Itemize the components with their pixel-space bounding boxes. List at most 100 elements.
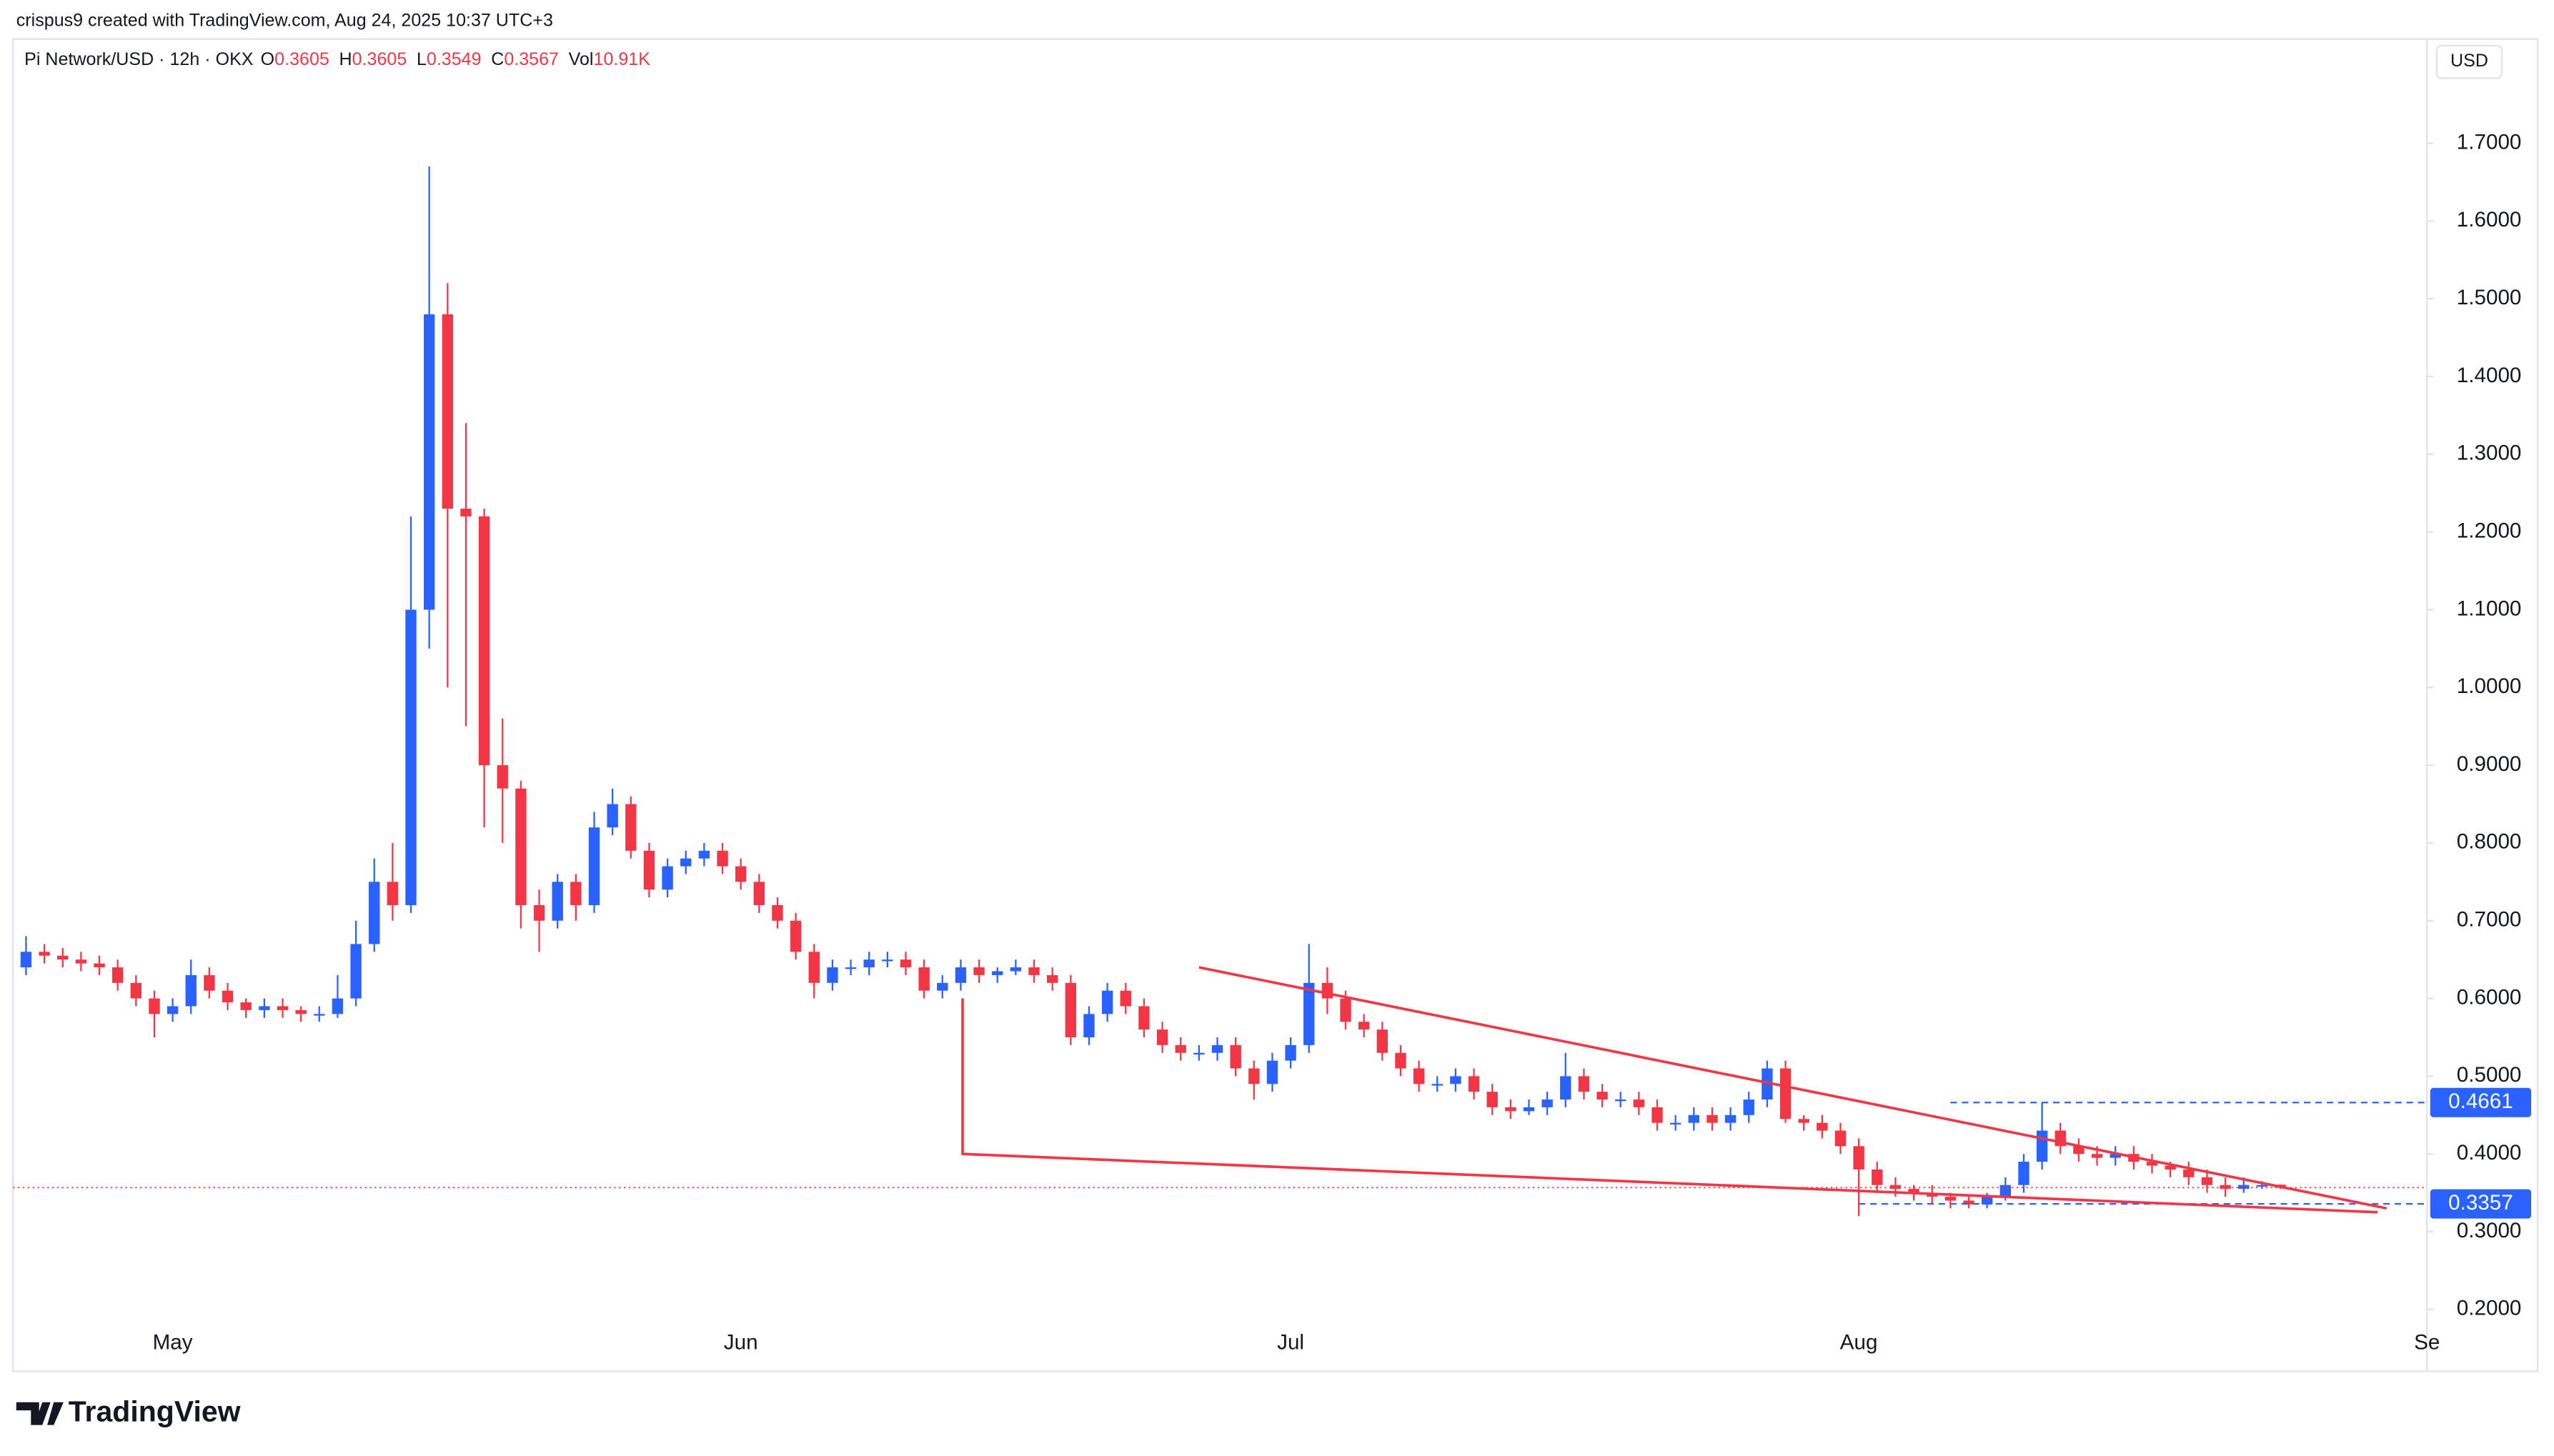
- candle-body: [1266, 1060, 1278, 1084]
- ohlc-key: Vol: [569, 49, 594, 69]
- candle-body: [735, 866, 747, 882]
- candle-body: [1138, 1006, 1150, 1030]
- y-tick-label: 1.0000: [2457, 674, 2522, 698]
- candle-body: [259, 1006, 270, 1010]
- candle-body: [1651, 1107, 1663, 1123]
- candle-body: [57, 955, 69, 960]
- candle-body: [1431, 1084, 1443, 1086]
- candle-body: [1560, 1076, 1571, 1100]
- y-tick-label: 1.1000: [2457, 597, 2522, 620]
- candle-body: [1285, 1044, 1296, 1061]
- candle-body: [478, 516, 490, 766]
- currency[interactable]: USD: [2450, 51, 2488, 71]
- y-tick-label: 1.6000: [2457, 208, 2522, 231]
- candle-body: [882, 959, 893, 962]
- candle-body: [1944, 1197, 1957, 1201]
- candle-body: [1468, 1076, 1480, 1092]
- candle-body: [1376, 1029, 1388, 1053]
- candle-body: [1010, 967, 1022, 972]
- brand-logo: TradingView: [16, 1395, 241, 1428]
- candle-body: [1817, 1122, 1828, 1131]
- attribution: crispus9 created with TradingView.com, A…: [16, 10, 553, 30]
- candle-body: [277, 1006, 289, 1010]
- ohlc-key: O: [261, 49, 274, 69]
- candle-body: [2256, 1185, 2268, 1187]
- symbol: Pi Network/USD · 12h · OKX: [24, 49, 254, 69]
- y-tick-label: 1.4000: [2457, 364, 2522, 387]
- ohlc-value: 10.91K: [594, 49, 651, 69]
- candle-body: [2036, 1130, 2048, 1162]
- candle-body: [643, 850, 655, 890]
- ohlc-legend: O 0.3605 H 0.3605 L 0.3549 C 0.3567 Vol 10.91K: [261, 49, 651, 69]
- candle-body: [1872, 1169, 1883, 1185]
- candle-body: [387, 882, 399, 905]
- candle-body: [662, 866, 673, 890]
- x-tick-label: Se: [2414, 1331, 2440, 1355]
- x-tick-label: Jul: [1277, 1331, 1304, 1355]
- candle-body: [1046, 974, 1058, 983]
- candle-body: [588, 827, 600, 905]
- candle-body: [1303, 982, 1315, 1045]
- candle-body: [1175, 1044, 1186, 1053]
- y-tick-label: 0.5000: [2457, 1063, 2522, 1087]
- candle-body: [460, 508, 472, 517]
- ohlc-value: 0.3605: [352, 49, 407, 69]
- candle-body: [900, 959, 912, 968]
- candle-body: [295, 1009, 307, 1014]
- candle-body: [2183, 1169, 2195, 1177]
- candle-body: [515, 788, 527, 905]
- price-label: 0.3357: [2448, 1191, 2513, 1215]
- candle-body: [405, 609, 417, 905]
- candle-body: [1101, 990, 1113, 1014]
- candle-body: [2220, 1185, 2231, 1190]
- candle-body: [1633, 1100, 1645, 1107]
- candle-body: [863, 959, 875, 968]
- candle-body: [1669, 1122, 1681, 1125]
- candle-body: [2146, 1162, 2158, 1166]
- currency-button[interactable]: [2435, 44, 2503, 79]
- candle-body: [1083, 1014, 1095, 1037]
- candle-body: [1779, 1068, 1792, 1120]
- candle-body: [1120, 990, 1131, 1007]
- candle-body: [130, 982, 142, 999]
- candle-body: [1340, 998, 1351, 1022]
- y-tick-label: 0.2000: [2457, 1297, 2522, 1320]
- candle-body: [992, 971, 1003, 975]
- ohlc-value: 0.3549: [427, 49, 482, 69]
- candle-body: [552, 882, 563, 921]
- candle-body: [1999, 1185, 2012, 1197]
- candle-body: [1230, 1044, 1241, 1069]
- candle-body: [1853, 1146, 1864, 1170]
- candle-body: [955, 967, 967, 983]
- y-tick-label: 0.6000: [2457, 985, 2522, 1009]
- candle-body: [369, 882, 380, 944]
- candle-body: [808, 952, 820, 983]
- candle-body: [39, 952, 50, 956]
- candle-body: [1248, 1068, 1260, 1084]
- candle-body: [1743, 1100, 1754, 1115]
- candle-body: [1193, 1052, 1205, 1055]
- price-label-box: [2430, 1189, 2532, 1219]
- candle-body: [1523, 1107, 1535, 1112]
- candle-body: [2201, 1177, 2213, 1185]
- candle-body: [790, 920, 802, 952]
- candle-body: [2165, 1165, 2176, 1170]
- y-tick-label: 0.4000: [2457, 1141, 2522, 1165]
- candle-body: [1798, 1119, 1809, 1123]
- candle-body: [698, 850, 710, 859]
- candle-body: [1981, 1197, 1993, 1205]
- candle-body: [570, 882, 582, 905]
- candle-body: [918, 967, 930, 991]
- candle-body: [111, 967, 124, 983]
- candle-body: [222, 990, 234, 1002]
- candle-body: [1486, 1092, 1498, 1107]
- x-tick-label: May: [153, 1331, 193, 1355]
- candle-body: [1578, 1076, 1590, 1092]
- candle-body: [1688, 1115, 1700, 1123]
- candle-body: [1724, 1115, 1736, 1123]
- candle-body: [2091, 1154, 2103, 1158]
- ohlc-key: C: [491, 49, 504, 69]
- candle-body: [149, 998, 160, 1014]
- candle-body: [2238, 1185, 2250, 1190]
- candle-body: [167, 1006, 179, 1014]
